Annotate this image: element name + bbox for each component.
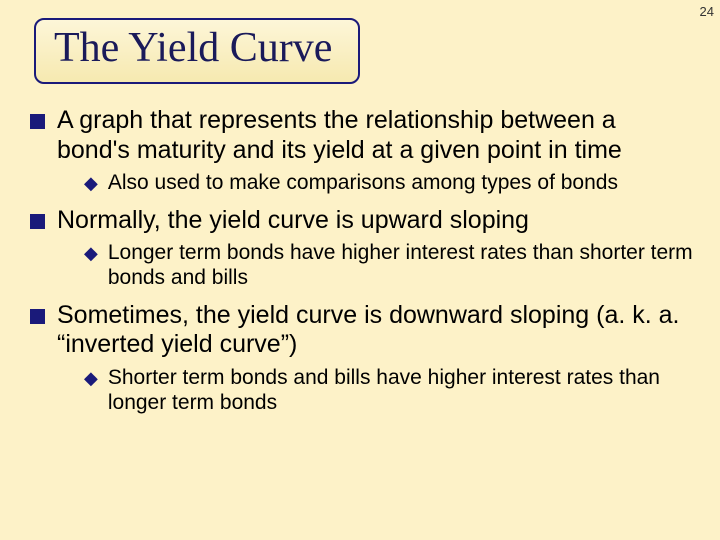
sub-bullet-text: Longer term bonds have higher interest r… <box>108 241 694 291</box>
square-bullet-icon <box>30 214 45 229</box>
title-box: The Yield Curve <box>34 18 360 84</box>
diamond-bullet-icon: ◆ <box>84 243 98 264</box>
bullet-text: Sometimes, the yield curve is downward s… <box>57 301 694 360</box>
sub-bullet-text: Also used to make comparisons among type… <box>108 171 618 196</box>
bullet-text: A graph that represents the relationship… <box>57 106 694 165</box>
bullet-level2: ◆ Shorter term bonds and bills have high… <box>84 366 694 416</box>
diamond-bullet-icon: ◆ <box>84 368 98 389</box>
diamond-bullet-icon: ◆ <box>84 173 98 194</box>
content-area: A graph that represents the relationship… <box>0 90 720 415</box>
sub-bullet-text: Shorter term bonds and bills have higher… <box>108 366 694 416</box>
slide-title: The Yield Curve <box>54 25 332 71</box>
bullet-level1: Sometimes, the yield curve is downward s… <box>30 301 694 360</box>
title-container: The Yield Curve <box>0 0 720 90</box>
bullet-level2: ◆ Also used to make comparisons among ty… <box>84 171 694 196</box>
bullet-level2: ◆ Longer term bonds have higher interest… <box>84 241 694 291</box>
bullet-level1: A graph that represents the relationship… <box>30 106 694 165</box>
square-bullet-icon <box>30 114 45 129</box>
square-bullet-icon <box>30 309 45 324</box>
page-number: 24 <box>700 4 714 19</box>
bullet-level1: Normally, the yield curve is upward slop… <box>30 206 694 236</box>
bullet-text: Normally, the yield curve is upward slop… <box>57 206 529 236</box>
